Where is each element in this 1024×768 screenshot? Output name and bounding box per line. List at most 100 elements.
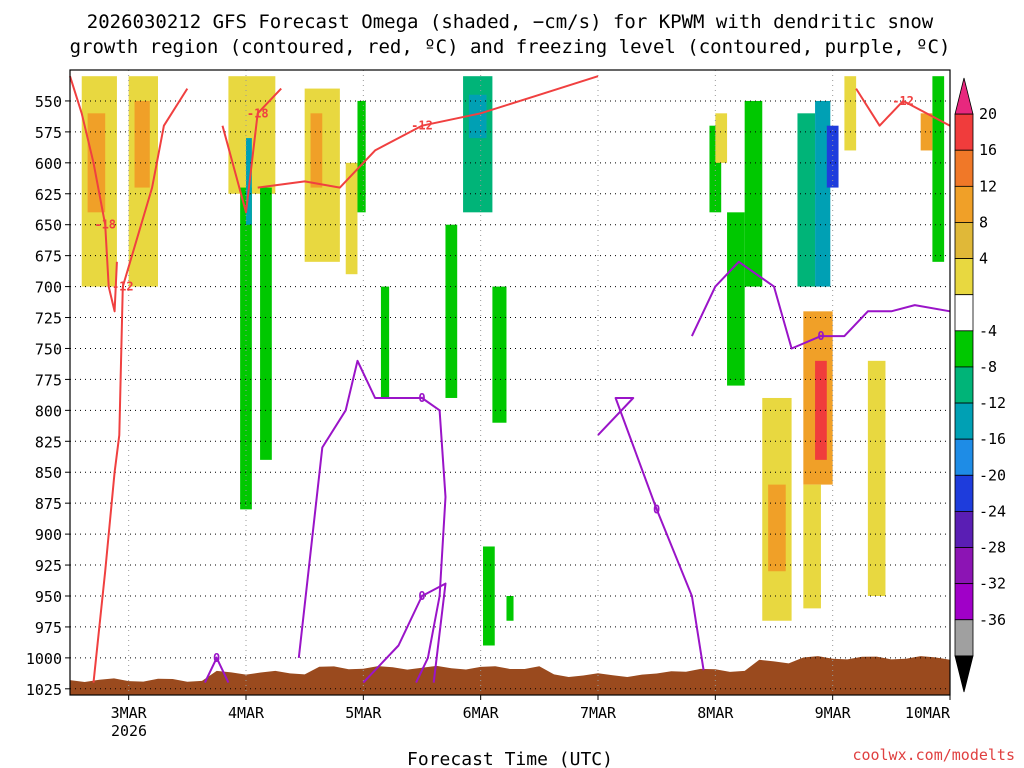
omega-cell [768, 484, 786, 572]
dendritic-contour [221, 87, 282, 214]
year-label: 2026 [111, 722, 147, 740]
colorbar-swatch [954, 366, 974, 404]
colorbar-label: 12 [979, 177, 997, 195]
y-tick-label: 550 [35, 93, 62, 111]
colorbar-label: -8 [979, 358, 997, 376]
freezing-contour-label: 0 [817, 329, 824, 343]
omega-cell [709, 125, 722, 213]
omega-cell [310, 113, 323, 188]
colorbar-swatch [954, 474, 974, 512]
y-tick-label: 675 [35, 248, 62, 266]
y-tick-label: 600 [35, 155, 62, 173]
x-tick-label: 9MAR [815, 704, 852, 722]
omega-cell [803, 484, 821, 609]
colorbar-swatch [954, 655, 974, 693]
dendritic-contour [69, 75, 118, 313]
colorbar: 20 16 12 8 4 -4 -8 -12 -16 -20 -24 -28 -32 -36 [954, 77, 1006, 693]
colorbar-swatch [954, 583, 974, 621]
terrain-fill [70, 656, 950, 695]
omega-cell [797, 113, 816, 287]
colorbar-label: -12 [979, 394, 1006, 412]
colorbar-swatch [954, 222, 974, 259]
y-tick-label: 850 [35, 464, 62, 482]
x-tick-label: 6MAR [463, 704, 500, 722]
colorbar-swatch [954, 185, 974, 223]
y-tick-label: 1000 [26, 650, 62, 668]
dendritic-contour-label: -18 [94, 218, 116, 232]
omega-cell [240, 187, 252, 510]
x-tick-label: 8MAR [697, 704, 734, 722]
colorbar-swatch [954, 149, 974, 187]
y-tick-label: 575 [35, 124, 62, 142]
omega-cell [826, 125, 839, 188]
colorbar-label: 20 [979, 105, 997, 123]
colorbar-swatch [954, 330, 974, 368]
omega-cell [506, 595, 514, 621]
freezing-contour [297, 359, 447, 684]
dendritic-contour-label: -12 [892, 94, 914, 108]
colorbar-swatch [954, 258, 974, 296]
x-tick-label: 5MAR [345, 704, 382, 722]
x-tick-label: 3MAR [111, 704, 148, 722]
colorbar-swatch [954, 619, 974, 657]
omega-cell [445, 224, 458, 398]
colorbar-label: -20 [979, 466, 1006, 484]
freezing-contour-label: 0 [418, 391, 425, 405]
title-line-2: growth region (contoured, red, ºC) and f… [70, 36, 951, 58]
omega-cell [744, 100, 763, 287]
freezing-contour [362, 582, 447, 684]
omega-cell [920, 113, 933, 151]
dendritic-contour [92, 88, 189, 683]
colorbar-label: -16 [979, 430, 1006, 448]
y-tick-label: 925 [35, 557, 62, 575]
y-tick-label: 1025 [26, 681, 62, 699]
omega-cell [357, 100, 366, 213]
colorbar-label: -32 [979, 575, 1006, 593]
omega-cell [483, 546, 495, 646]
y-tick-label: 875 [35, 495, 62, 513]
colorbar-swatch [954, 547, 974, 585]
dendritic-contour [855, 88, 951, 127]
credit-text: coolwx.com/modelts [852, 746, 1015, 764]
omega-cell [492, 286, 507, 423]
freezing-contour-label: 0 [213, 651, 220, 665]
colorbar-label: -36 [979, 611, 1006, 629]
y-tick-label: 650 [35, 217, 62, 235]
y-tick-label: 775 [35, 371, 62, 389]
dendritic-contour-label: -12 [112, 280, 134, 294]
omega-cell [380, 286, 390, 398]
x-tick-label: 7MAR [580, 704, 617, 722]
y-tick-label: 950 [35, 588, 62, 606]
dendritic-contour-label: -12 [411, 119, 433, 133]
colorbar-swatch [954, 77, 974, 115]
y-tick-label: 800 [35, 402, 62, 420]
colorbar-label: -28 [979, 539, 1006, 557]
x-tick-label: 10MAR [905, 704, 951, 722]
freezing-contour-label: 0 [653, 502, 660, 516]
omega-cell [815, 100, 831, 287]
omega-cell [867, 360, 886, 596]
omega-cell [715, 113, 728, 163]
omega-cell [260, 187, 272, 460]
title-line-1: 2026030212 GFS Forecast Omega (shaded, −… [87, 11, 934, 33]
freezing-contour [690, 260, 951, 350]
y-tick-label: 900 [35, 526, 62, 544]
colorbar-label: 8 [979, 213, 988, 231]
colorbar-swatch [954, 294, 974, 332]
colorbar-label: -24 [979, 502, 1006, 520]
omega-cell [345, 162, 358, 275]
omega-cell [844, 76, 857, 151]
dendritic-contour [257, 75, 599, 189]
colorbar-label: 4 [979, 250, 988, 268]
omega-cell [468, 94, 487, 139]
colorbar-swatch [954, 438, 974, 476]
x-tick-label: 4MAR [228, 704, 265, 722]
dendritic-contour-label: -18 [247, 106, 269, 120]
y-tick-label: 975 [35, 619, 62, 637]
y-tick-label: 725 [35, 310, 62, 328]
colorbar-label: -4 [979, 322, 997, 340]
y-tick-label: 750 [35, 340, 62, 358]
y-tick-label: 625 [35, 186, 62, 204]
freezing-contour [203, 656, 230, 684]
